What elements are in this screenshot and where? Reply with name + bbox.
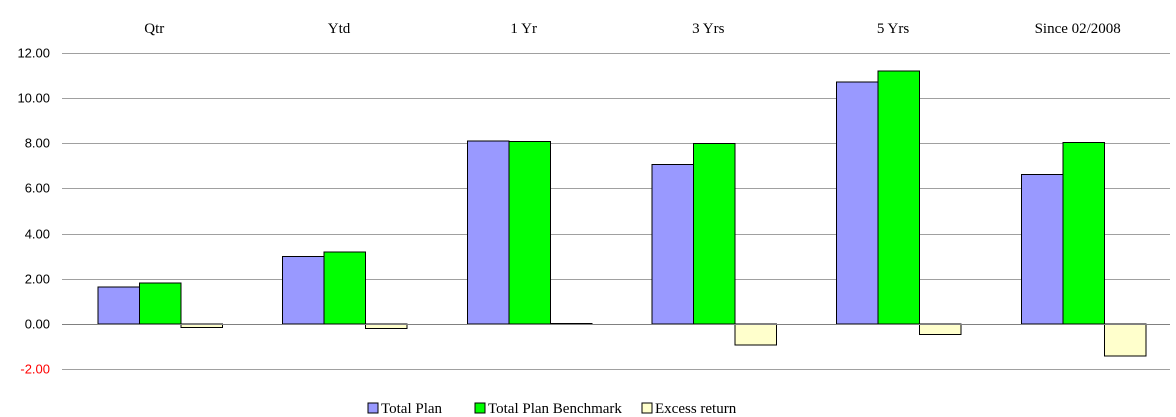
legend-item: Total Plan Benchmark — [474, 401, 622, 417]
category-label: Ytd — [328, 21, 351, 37]
bars — [97, 70, 1147, 357]
y-tick-label: 6.00 — [25, 181, 50, 196]
gridlines — [62, 53, 1170, 370]
category-label: Qtr — [144, 21, 164, 37]
category-label: 1 Yr — [510, 21, 537, 37]
bar-total-plan-benchmark-4 — [877, 70, 921, 325]
legend-swatch — [641, 402, 653, 414]
bar-total-plan-5 — [1020, 173, 1064, 325]
bar-excess-return-0 — [180, 323, 223, 329]
category-label: Since 02/2008 — [1035, 21, 1121, 37]
bar-excess-return-5 — [1103, 323, 1147, 357]
y-axis-tick-labels: -2.00 0.00 2.00 4.00 6.00 8.00 10.00 12.00 — [17, 46, 50, 377]
y-tick-label: 10.00 — [17, 91, 50, 106]
y-tick-label: 8.00 — [25, 136, 50, 151]
y-tick-label: 4.00 — [25, 227, 50, 242]
bar-total-plan-4 — [836, 81, 879, 325]
legend-label: Total Plan — [381, 401, 443, 417]
legend-label: Excess return — [655, 401, 737, 417]
bar-excess-return-3 — [734, 323, 777, 346]
bar-total-plan-benchmark-3 — [693, 143, 736, 325]
bar-total-plan-0 — [97, 286, 140, 325]
y-tick-label: -2.00 — [20, 362, 50, 377]
bar-total-plan-benchmark-0 — [139, 282, 182, 325]
bar-excess-return-1 — [365, 323, 408, 330]
bar-total-plan-benchmark-1 — [323, 251, 367, 325]
bar-excess-return-4 — [919, 323, 962, 336]
legend: Total Plan Total Plan Benchmark Excess ret… — [367, 401, 737, 417]
legend-swatch — [474, 402, 486, 414]
bar-total-plan-benchmark-2 — [508, 141, 551, 325]
legend-item: Total Plan — [367, 401, 443, 417]
legend-swatch — [367, 402, 379, 414]
category-label: 5 Yrs — [877, 21, 910, 37]
bar-total-plan-benchmark-5 — [1062, 141, 1105, 325]
y-tick-label: 0.00 — [25, 317, 50, 332]
category-label: 3 Yrs — [692, 21, 725, 37]
legend-label: Total Plan Benchmark — [488, 401, 622, 417]
y-tick-label: 12.00 — [17, 46, 50, 61]
category-labels: Qtr Ytd 1 Yr 3 Yrs 5 Yrs Since 02/2008 — [144, 21, 1121, 37]
legend-item: Excess return — [641, 401, 737, 417]
bar-total-plan-3 — [651, 164, 694, 325]
y-tick-label: 2.00 — [25, 272, 50, 287]
bar-total-plan-2 — [466, 140, 510, 325]
bar-total-plan-1 — [282, 256, 325, 325]
